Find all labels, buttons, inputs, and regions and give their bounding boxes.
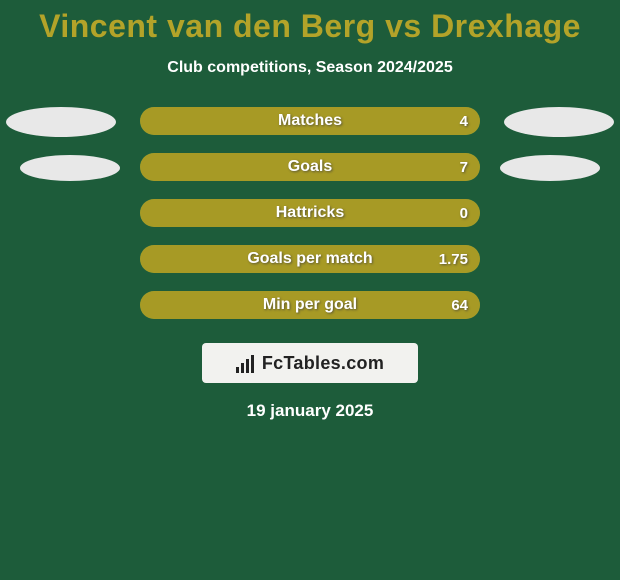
stat-label: Goals [140, 153, 480, 181]
stats-area: Matches4 Goals7 Hattricks0 Goals per match1… [0, 107, 620, 319]
stat-row: Min per goal64 [140, 291, 480, 319]
stat-bars: Matches4 Goals7 Hattricks0 Goals per match1… [140, 107, 480, 319]
decor-ellipse-top-left [6, 107, 116, 137]
stat-row: Hattricks0 [140, 199, 480, 227]
comparison-infographic: Vincent van den Berg vs Drexhage Club co… [0, 0, 620, 580]
decor-ellipse-mid-right [500, 155, 600, 181]
stat-value: 4 [460, 107, 468, 135]
page-title: Vincent van den Berg vs Drexhage [0, 0, 620, 45]
stat-row: Goals7 [140, 153, 480, 181]
stat-row: Goals per match1.75 [140, 245, 480, 273]
brand-text: FcTables.com [262, 353, 384, 374]
bar-chart-icon [236, 353, 256, 373]
stat-value: 0 [460, 199, 468, 227]
stat-label: Hattricks [140, 199, 480, 227]
decor-ellipse-top-right [504, 107, 614, 137]
date-text: 19 january 2025 [0, 401, 620, 421]
stat-label: Goals per match [140, 245, 480, 273]
stat-value: 64 [451, 291, 468, 319]
stat-label: Min per goal [140, 291, 480, 319]
stat-value: 7 [460, 153, 468, 181]
brand-box: FcTables.com [202, 343, 418, 383]
stat-value: 1.75 [439, 245, 468, 273]
stat-label: Matches [140, 107, 480, 135]
decor-ellipse-mid-left [20, 155, 120, 181]
subtitle: Club competitions, Season 2024/2025 [0, 59, 620, 77]
stat-row: Matches4 [140, 107, 480, 135]
